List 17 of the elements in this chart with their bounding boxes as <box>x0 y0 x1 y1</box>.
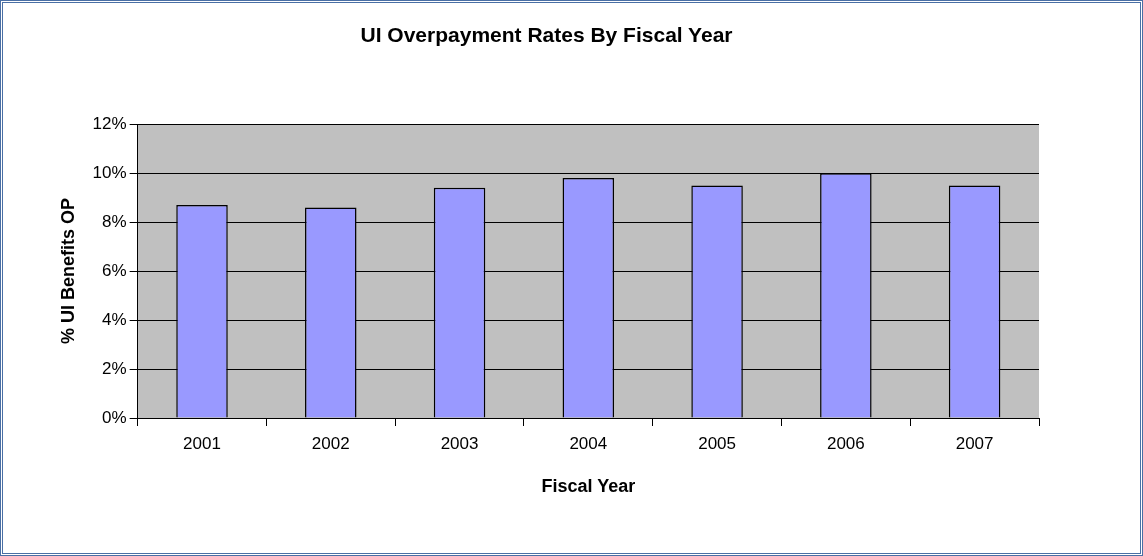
x-tick-label: 2005 <box>698 433 736 453</box>
x-tick-label: 2004 <box>569 433 608 453</box>
y-tick-label: 2% <box>102 358 127 378</box>
x-tick-label: 2007 <box>955 433 994 453</box>
y-tick-label: 12% <box>92 113 127 133</box>
y-tick-label: 4% <box>102 309 127 329</box>
x-tick-label: 2006 <box>826 433 865 453</box>
chart-title: UI Overpayment Rates By Fiscal Year <box>360 23 733 47</box>
x-tick-label: 2001 <box>183 433 221 453</box>
y-tick-label: 0% <box>102 407 127 427</box>
x-tick-label: 2002 <box>311 433 350 453</box>
y-tick-label: 10% <box>92 162 127 182</box>
x-tick-label: 2003 <box>440 433 479 453</box>
y-axis-title: % UI Benefits OP <box>57 198 78 345</box>
y-tick-label: 8% <box>102 211 127 231</box>
y-tick-label: 6% <box>102 260 127 280</box>
x-axis-title: Fiscal Year <box>541 476 636 497</box>
